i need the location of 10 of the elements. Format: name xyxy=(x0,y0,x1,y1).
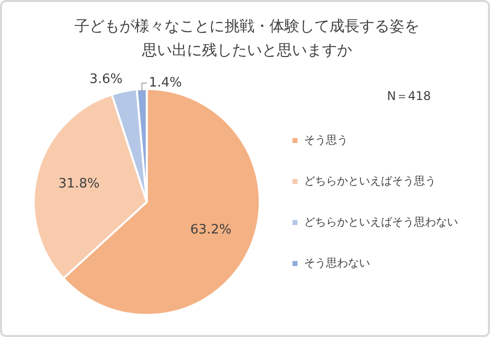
data-label: 63.2% xyxy=(190,222,232,238)
data-label: 1.4% xyxy=(148,75,182,90)
legend-label: そう思う xyxy=(304,133,348,146)
text: N＝418 xyxy=(387,88,431,105)
data-label: 31.8% xyxy=(58,176,100,192)
legend-label: どちらかといえばそう思わない xyxy=(304,215,458,228)
data-label: 3.6% xyxy=(90,72,123,87)
chart-title: 子どもが様々なことに挑戦・体験して成長する姿を思い出に残したいと思いますか xyxy=(74,16,420,61)
legend-label: そう思わない xyxy=(304,256,370,270)
legend-label: どちらかといえばそう思う xyxy=(304,174,436,188)
